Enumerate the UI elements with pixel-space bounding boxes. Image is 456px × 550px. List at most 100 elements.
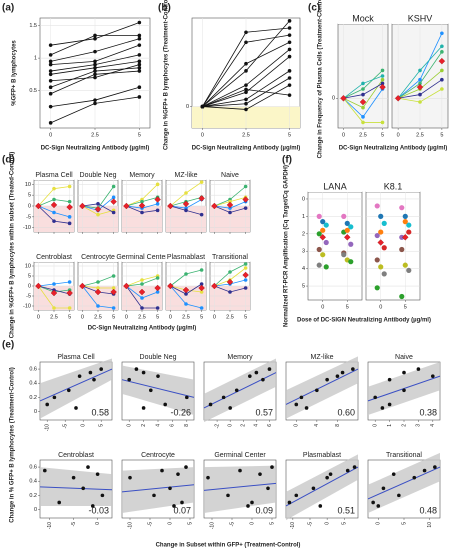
data-point — [137, 20, 142, 25]
data-point — [244, 69, 248, 73]
data-point — [361, 120, 365, 125]
x-tick-label: -5 — [71, 522, 77, 527]
data-point — [402, 213, 408, 219]
data-point — [340, 370, 345, 375]
y-tick-label: 0 — [28, 203, 31, 209]
data-point — [412, 475, 417, 480]
x-tick-label: 10 — [427, 522, 433, 528]
data-point — [361, 115, 365, 119]
facet-title: Germinal Center — [116, 254, 168, 261]
plot-area — [307, 191, 363, 301]
data-point — [380, 81, 385, 86]
data-point — [270, 465, 274, 469]
data-point — [440, 87, 444, 91]
facet-strip — [122, 170, 162, 180]
data-point — [440, 31, 444, 36]
y-tick-label: 0 — [34, 507, 37, 513]
data-point — [48, 53, 53, 57]
data-point — [96, 304, 100, 308]
data-point — [91, 504, 95, 508]
data-point — [67, 306, 72, 310]
mean-marker — [242, 196, 249, 203]
x-tick-label: 5 — [440, 132, 443, 138]
data-point — [199, 290, 204, 294]
data-point — [100, 493, 105, 498]
x-tick-label: -10 — [47, 522, 53, 529]
facet-title: MZ-like — [311, 354, 334, 361]
data-point — [45, 402, 49, 407]
data-point — [137, 43, 142, 47]
mean-marker — [110, 198, 117, 205]
y-tick-label: -5 — [26, 293, 31, 299]
x-tick-label: -10 — [290, 522, 296, 529]
data-point — [361, 81, 365, 86]
x-tick-label: 5 — [404, 304, 407, 310]
correlation-label: 0.09 — [255, 505, 273, 515]
data-point — [140, 278, 144, 282]
mean-marker — [66, 289, 73, 297]
x-tick-label: 0 — [324, 522, 330, 525]
facet-title: Plasma Cell — [57, 354, 95, 361]
data-point — [258, 472, 262, 476]
data-point — [93, 36, 97, 41]
y-tick-label: -10 — [23, 225, 31, 231]
data-point — [86, 465, 90, 469]
y-axis-label: Normalized RT-PCR Amplification (Cq Targ… — [284, 165, 290, 327]
data-point — [318, 504, 323, 508]
mean-marker — [167, 202, 174, 210]
data-point — [228, 206, 232, 210]
data-point — [381, 245, 387, 251]
data-point — [57, 500, 61, 505]
x-tick-label: 0 — [376, 522, 382, 525]
data-point — [93, 98, 97, 102]
data-point — [418, 81, 422, 86]
panel-label: (a) — [2, 3, 14, 14]
data-point — [320, 252, 326, 258]
facet-strip — [34, 170, 74, 180]
data-point — [238, 468, 242, 473]
data-point — [287, 40, 292, 45]
y-tick-label: 0 — [34, 409, 37, 415]
data-point — [328, 472, 333, 476]
data-point — [48, 62, 53, 67]
data-point — [88, 370, 93, 375]
x-tick-label: 2.5 — [182, 314, 190, 320]
y-tick-label: -10 — [23, 303, 31, 309]
x-tick-label: 8 — [184, 424, 190, 427]
data-point — [248, 374, 252, 378]
panel-label: (f) — [282, 155, 292, 166]
data-point — [67, 199, 72, 204]
correlation-label: 0.48 — [419, 505, 437, 515]
data-point — [52, 219, 56, 223]
data-point — [387, 377, 392, 382]
mean-marker — [379, 83, 386, 91]
fit-line — [121, 379, 195, 398]
y-tick-label: 2 — [302, 231, 305, 237]
data-point — [402, 262, 408, 268]
data-point — [380, 77, 385, 82]
x-tick-label: 5 — [244, 314, 247, 320]
x-tick-label: 0 — [228, 424, 234, 427]
mean-marker — [154, 196, 161, 203]
data-point — [433, 465, 437, 469]
data-point — [67, 184, 72, 189]
data-point — [52, 282, 56, 286]
data-point — [287, 19, 292, 23]
data-point — [316, 231, 322, 237]
x-axis-label: DC-Sign Neutralizing Antibody (µg/ml) — [88, 326, 197, 332]
data-point — [374, 285, 380, 291]
x-tick-label: 0 — [294, 424, 300, 427]
data-point — [376, 504, 381, 508]
data-point — [128, 475, 132, 480]
data-point — [418, 92, 422, 97]
confidence-band — [286, 356, 358, 419]
data-point — [200, 104, 205, 109]
x-tick-label: -2 — [214, 424, 220, 429]
mean-marker — [94, 206, 102, 213]
mean-marker — [94, 288, 102, 296]
y-tick-label: 0.2 — [29, 493, 37, 499]
data-point — [48, 91, 53, 96]
x-tick-label: 0 — [125, 314, 128, 320]
facet-title: Mock — [352, 13, 374, 23]
data-point — [48, 78, 53, 83]
